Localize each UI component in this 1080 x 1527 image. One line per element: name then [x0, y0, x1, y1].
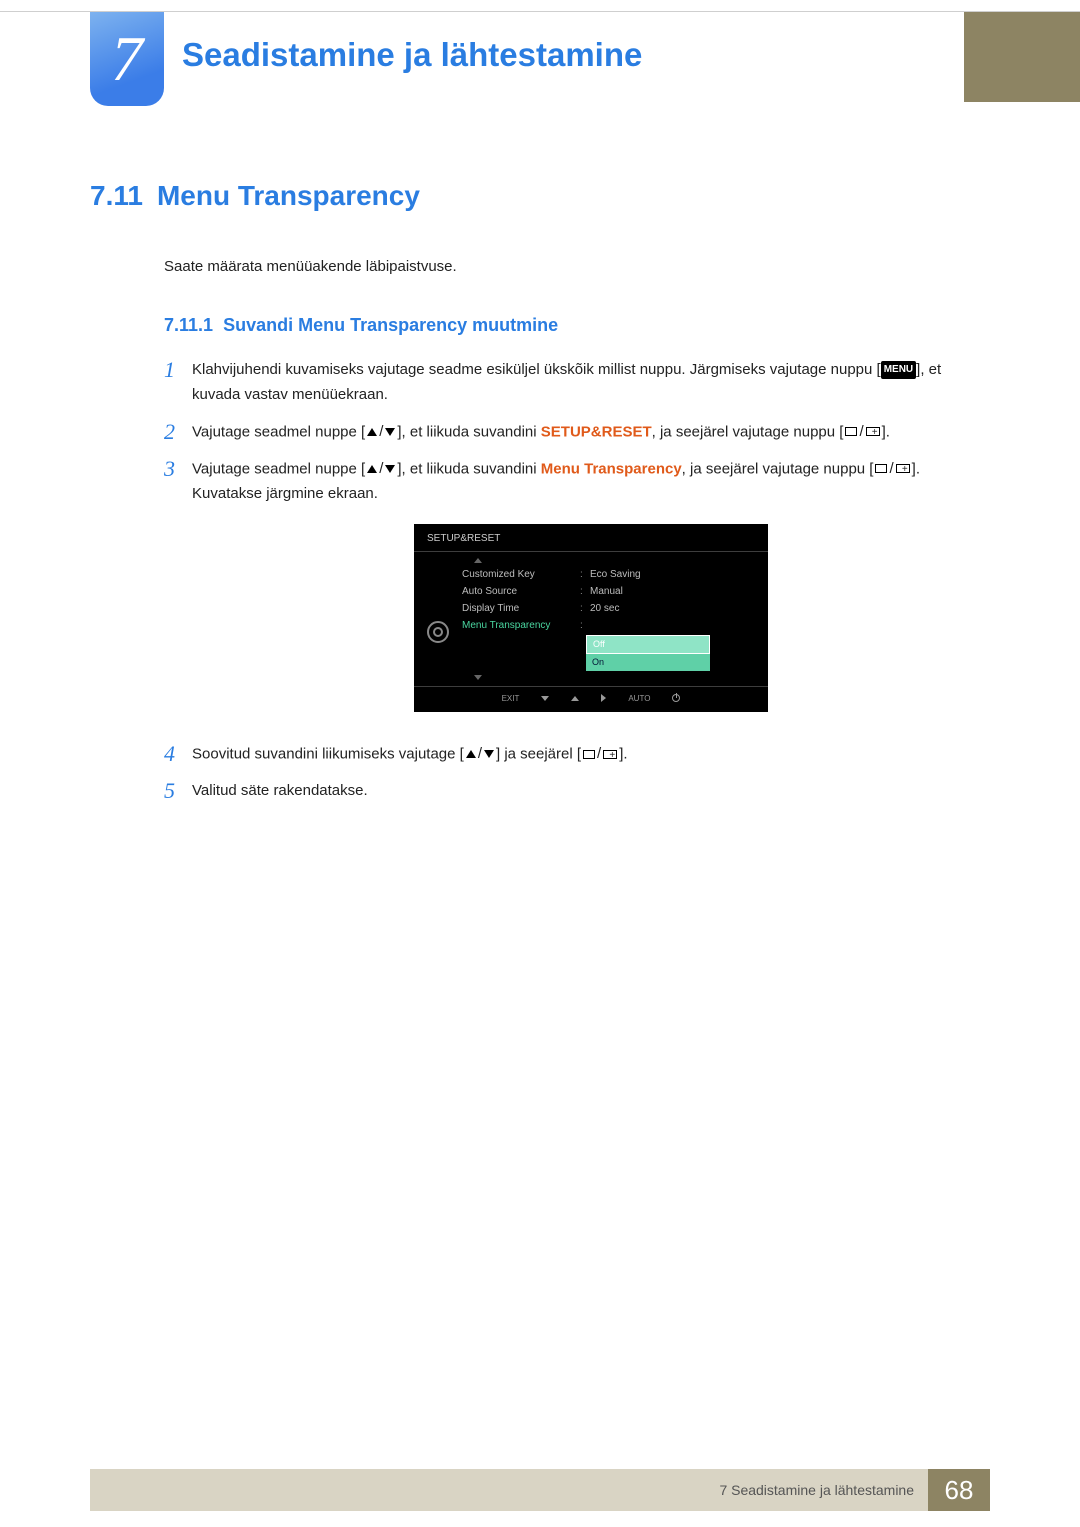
highlight-setup-reset: SETUP&RESET: [541, 423, 652, 440]
footer-bar: 7 Seadistamine ja lähtestamine: [90, 1469, 928, 1511]
up-down-arrows-icon: /: [367, 420, 395, 445]
up-icon: [571, 696, 579, 701]
section-intro: Saate määrata menüüakende läbipaistvuse.: [164, 258, 990, 275]
highlight-menu-transparency: Menu Transparency: [541, 460, 682, 477]
power-icon: [672, 694, 680, 702]
step-number: 1: [164, 358, 192, 382]
steps-list: 1 Klahvijuhendi kuvamiseks vajutage sead…: [164, 358, 990, 804]
source-enter-icon: /: [583, 742, 617, 767]
subsection-heading: 7.11.1 Suvandi Menu Transparency muutmin…: [164, 315, 990, 336]
osd-item-label: Menu Transparency: [462, 618, 580, 635]
top-divider: [0, 0, 1080, 12]
osd-items: Customized Key:Eco Saving Auto Source:Ma…: [462, 556, 768, 682]
footer-text: 7 Seadistamine ja lähtestamine: [719, 1482, 914, 1498]
step-number: 3: [164, 457, 192, 481]
up-down-arrows-icon: /: [367, 457, 395, 482]
scroll-down-icon: [474, 675, 482, 680]
section-title: Menu Transparency: [157, 180, 420, 211]
chapter-badge: 7: [90, 12, 164, 106]
osd-item-label: Display Time: [462, 601, 580, 618]
source-enter-icon: /: [875, 457, 909, 482]
step-5: 5 Valitud säte rakendatakse.: [164, 779, 990, 804]
section-heading: 7.11 Menu Transparency: [90, 180, 990, 212]
step-number: 4: [164, 742, 192, 766]
osd-footer: EXIT AUTO: [414, 686, 768, 708]
step-number: 2: [164, 420, 192, 444]
osd-item-value: 20 sec: [590, 601, 619, 618]
page-number: 68: [928, 1469, 990, 1511]
source-enter-icon: /: [845, 420, 879, 445]
subsection-number: 7.11.1: [164, 315, 213, 335]
step-text: Klahvijuhendi kuvamiseks vajutage seadme…: [192, 358, 990, 408]
osd-item-label: Customized Key: [462, 567, 580, 584]
step-number: 5: [164, 779, 192, 803]
page-footer: 7 Seadistamine ja lähtestamine 68: [90, 1469, 990, 1511]
menu-button-chip: MENU: [881, 361, 916, 380]
khaki-corner-strip: [964, 12, 1080, 102]
down-icon: [541, 696, 549, 701]
osd-row: Auto Source:Manual: [462, 584, 760, 601]
osd-title: SETUP&RESET: [414, 524, 768, 552]
osd-row-selected: Menu Transparency:: [462, 618, 760, 635]
osd-body: Customized Key:Eco Saving Auto Source:Ma…: [414, 552, 768, 686]
step-3: 3 Vajutage seadmel nuppe [/], et liikuda…: [164, 457, 990, 730]
section-number: 7.11: [90, 180, 143, 211]
osd-row: Display Time:20 sec: [462, 601, 760, 618]
osd-item-value: Manual: [590, 584, 623, 601]
osd-option: On: [586, 654, 710, 671]
page-content: 7.11 Menu Transparency Saate määrata menü…: [90, 180, 990, 816]
gear-icon: [427, 621, 449, 643]
step-text: Vajutage seadmel nuppe [/], et liikuda s…: [192, 457, 990, 730]
step-1: 1 Klahvijuhendi kuvamiseks vajutage sead…: [164, 358, 990, 408]
osd-option-selected: Off: [586, 635, 710, 654]
step-4: 4 Soovitud suvandini liikumiseks vajutag…: [164, 742, 990, 767]
step-2: 2 Vajutage seadmel nuppe [/], et liikuda…: [164, 420, 990, 445]
osd-menu-screenshot: SETUP&RESET Customized Key:Eco Saving Au…: [414, 524, 768, 711]
osd-auto-label: AUTO: [628, 692, 650, 705]
osd-dropdown: Off On: [586, 635, 710, 671]
up-down-arrows-icon: /: [466, 742, 494, 767]
osd-exit-label: EXIT: [502, 692, 520, 705]
osd-item-label: Auto Source: [462, 584, 580, 601]
step-text: Valitud säte rakendatakse.: [192, 779, 368, 804]
subsection-title: Suvandi Menu Transparency muutmine: [223, 315, 558, 335]
scroll-up-icon: [474, 558, 482, 563]
osd-left-panel: [414, 556, 462, 682]
osd-item-value: Eco Saving: [590, 567, 641, 584]
right-icon: [601, 694, 606, 702]
step-text: Soovitud suvandini liikumiseks vajutage …: [192, 742, 628, 767]
chapter-number: 7: [111, 22, 143, 96]
chapter-title: Seadistamine ja lähtestamine: [182, 36, 642, 74]
step-text: Vajutage seadmel nuppe [/], et liikuda s…: [192, 420, 890, 445]
osd-row: Customized Key:Eco Saving: [462, 567, 760, 584]
